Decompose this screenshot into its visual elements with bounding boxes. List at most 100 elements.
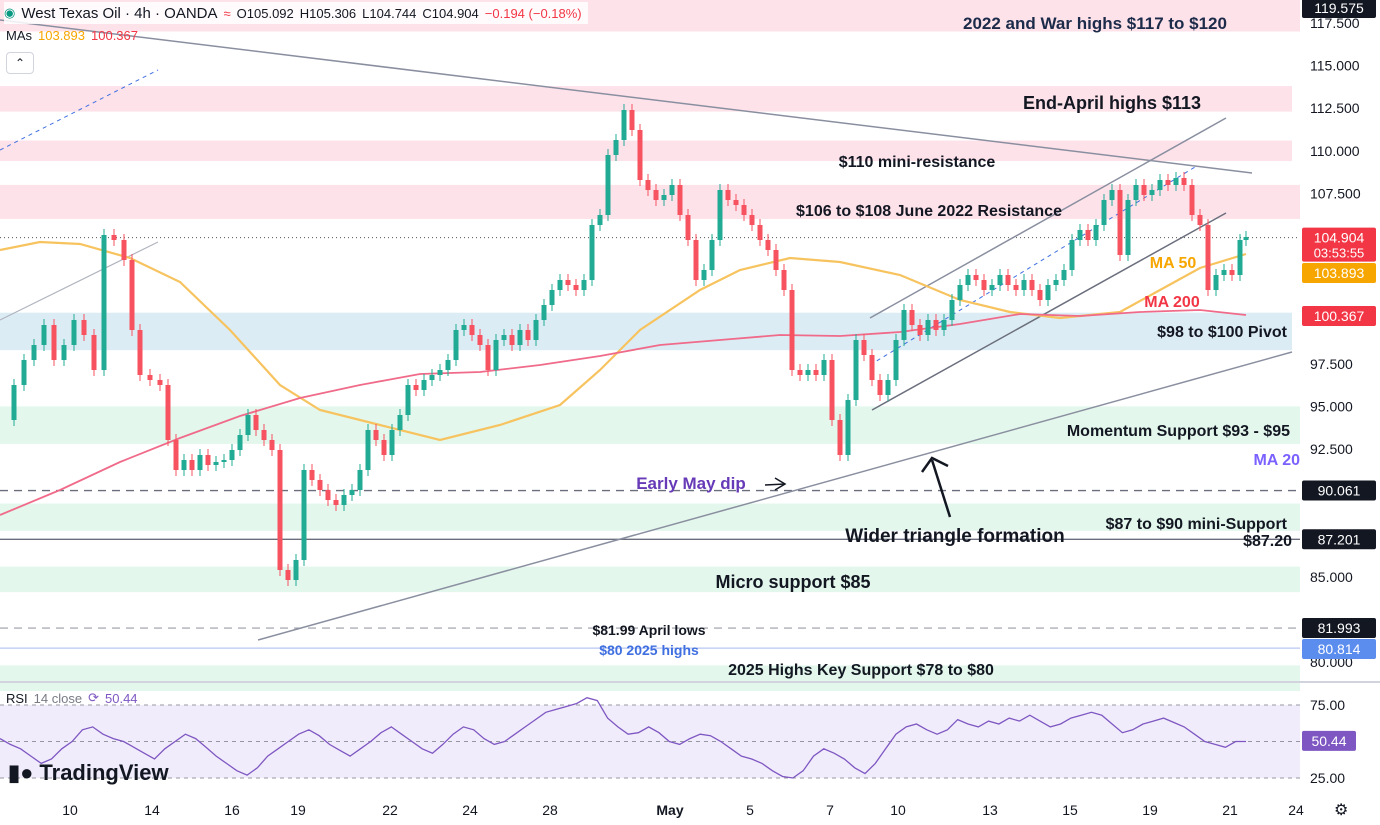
chart-annotation: MA 200	[1144, 294, 1200, 311]
candle-body	[813, 370, 819, 375]
rsi-legend[interactable]: RSI 14 close ⟳ 50.44	[6, 690, 138, 706]
chart-annotation: $80 2025 highs	[599, 642, 699, 658]
candle-body	[333, 500, 339, 505]
candle-body	[605, 155, 611, 215]
time-tick-label: 19	[290, 802, 306, 818]
chart-annotation: Wider triangle formation	[845, 526, 1064, 547]
zone-label: $106 to $108 June 2022 Resistance	[796, 203, 1062, 220]
candle-body	[173, 440, 179, 470]
open-value: O105.092	[236, 5, 294, 21]
candle-body	[1205, 225, 1211, 290]
candle-body	[1173, 178, 1179, 185]
candle-body	[525, 330, 531, 340]
candle-body	[517, 330, 523, 345]
candle-body	[781, 270, 787, 290]
candle-body	[21, 360, 27, 385]
candle-body	[885, 380, 891, 395]
ma50-line	[0, 240, 1247, 442]
candle-body	[1133, 185, 1139, 200]
candle-body	[973, 275, 979, 280]
candle-body	[229, 450, 235, 460]
zone-band	[0, 140, 1292, 162]
candle-body	[829, 360, 835, 420]
price-tick-label: 117.500	[1310, 15, 1360, 31]
candle-body	[341, 495, 347, 505]
candle-body	[1165, 180, 1171, 185]
time-tick-label: 24	[462, 802, 478, 818]
price-tick-label: 95.000	[1310, 398, 1353, 414]
ma200-line	[0, 309, 1247, 516]
close-value: C104.904	[422, 5, 479, 21]
zone-label: $98 to $100 Pivot	[1157, 324, 1288, 341]
candle-body	[861, 340, 867, 355]
time-tick-label: 10	[62, 802, 78, 818]
zone-band	[0, 665, 1300, 691]
candle-body	[129, 260, 135, 330]
candle-body	[717, 190, 723, 240]
candle-body	[301, 470, 307, 560]
candle-body	[845, 400, 851, 455]
candle-body	[111, 235, 117, 240]
time-tick-label: 19	[1142, 802, 1158, 818]
candle-body	[285, 570, 291, 580]
candle-body	[749, 215, 755, 225]
candle-body	[413, 385, 419, 390]
candle-body	[853, 340, 859, 400]
candle-body	[917, 325, 923, 335]
candle-body	[1237, 240, 1243, 275]
trend-line	[871, 212, 1227, 411]
time-tick-label: 5	[746, 802, 754, 818]
candle-body	[81, 320, 87, 335]
candle-body	[261, 430, 267, 440]
candle-body	[1221, 270, 1227, 275]
candle-body	[269, 440, 275, 450]
collapse-legend-button[interactable]: ⌃	[6, 52, 34, 74]
candle-body	[1005, 275, 1011, 285]
candle-body	[1243, 237, 1249, 240]
symbol-header: ◉ West Texas Oil · 4h · OANDA ≈ O105.092…	[4, 2, 588, 24]
time-tick-label: 13	[982, 802, 998, 818]
candle-body	[1021, 280, 1027, 290]
rsi-value-box	[1302, 730, 1356, 751]
price-label-box	[1302, 227, 1376, 262]
arrow-icon	[920, 456, 949, 473]
chart-annotation: Early May dip	[636, 474, 746, 493]
candle-body	[1101, 200, 1107, 225]
time-tick-label: 10	[890, 802, 906, 818]
price-label-box	[1302, 0, 1376, 18]
candle-body	[933, 320, 939, 330]
candle-body	[357, 470, 363, 490]
candle-body	[789, 290, 795, 370]
candle-body	[1189, 185, 1195, 215]
rsi-tick-label: 25.00	[1310, 770, 1345, 786]
rsi-line	[0, 697, 1246, 779]
candle-body	[189, 460, 195, 470]
candle-body	[797, 370, 803, 375]
compare-icon[interactable]: ≈	[223, 5, 231, 21]
candle-body	[71, 320, 77, 345]
candle-body	[821, 360, 827, 375]
candle-body	[669, 185, 675, 195]
chevron-up-icon: ⌃	[14, 56, 26, 70]
candle-body	[677, 185, 683, 215]
time-tick-label: 28	[542, 802, 558, 818]
rsi-params: 14 close	[33, 690, 83, 706]
zone-label: Micro support $85	[715, 572, 870, 592]
candle-body	[597, 215, 603, 225]
rsi-value-label: 50.44	[1311, 733, 1346, 749]
candle-body	[147, 375, 153, 380]
candle-body	[653, 190, 659, 200]
rsi-value: 50.44	[105, 690, 138, 706]
candle-body	[437, 370, 443, 375]
ma-label: MAs	[6, 28, 32, 43]
candle-body	[637, 130, 643, 180]
gear-icon[interactable]: ⚙	[1334, 802, 1349, 819]
ma-legend[interactable]: MAs 103.893 100.367	[6, 28, 138, 43]
candle-body	[381, 440, 387, 455]
time-tick-label: 14	[144, 802, 160, 818]
price-label-text: 103.893	[1314, 265, 1365, 281]
symbol-title[interactable]: West Texas Oil · 4h · OANDA	[21, 4, 218, 22]
rsi-settings-icon[interactable]: ⟳	[88, 690, 99, 705]
candle-body	[349, 490, 355, 495]
